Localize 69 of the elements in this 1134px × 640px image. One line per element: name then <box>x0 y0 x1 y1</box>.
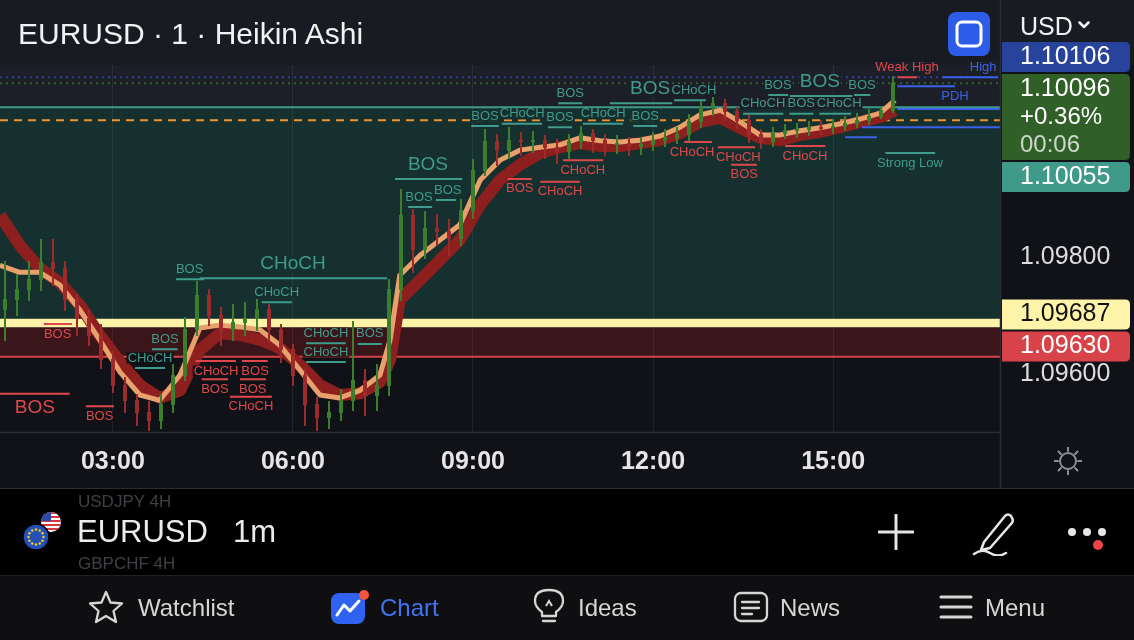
x-tick-label: 06:00 <box>260 445 325 474</box>
data-label: BOS <box>631 107 660 123</box>
data-label: Strong Low <box>877 154 944 170</box>
data-label: CHoCH <box>260 252 326 274</box>
data-label: CHoCH <box>580 105 626 121</box>
data-label: CHoCH <box>127 349 173 365</box>
data-label: BOS <box>405 188 434 204</box>
chart-title: EURUSD · 1 · Heikin Ashi <box>18 17 364 51</box>
data-label: CHoCH <box>499 105 545 121</box>
data-label: BOS <box>238 380 267 396</box>
candlestick <box>519 132 523 156</box>
data-label: CHoCH <box>560 161 606 177</box>
data-label: BOS <box>14 396 55 418</box>
data-label: BOS <box>787 95 816 111</box>
data-label: CHoCH <box>715 148 761 164</box>
ref-line-label: 1.10106 <box>1020 40 1111 69</box>
data-label: BOS <box>506 180 534 196</box>
data-label: BOS <box>471 107 500 123</box>
data-label: BOS <box>434 181 462 197</box>
data-label: CHoCH <box>254 283 300 299</box>
data-label: BOS <box>546 108 575 124</box>
data-label: BOS <box>730 166 759 182</box>
x-tick-label: 12:00 <box>621 445 686 474</box>
data-label: BOS <box>175 260 204 276</box>
data-label: BOS <box>151 330 180 346</box>
data-label: CHoCH <box>740 95 786 111</box>
data-label: CHoCH <box>303 343 349 359</box>
data-label: CHoCH <box>816 95 862 111</box>
ref-line-label: 1.10096 +0.36% 00:06 <box>1020 72 1111 157</box>
text: EURUSD <box>77 514 208 550</box>
data-label: BOS <box>630 77 671 99</box>
text: GBPCHF 4H <box>78 554 176 574</box>
data-label: BOS <box>764 76 792 92</box>
ref-line-label: 1.10055 <box>1020 160 1111 189</box>
data-label: CHoCH <box>193 362 239 378</box>
data-label: CHoCH <box>669 143 715 159</box>
ref-line-label: 1.09630 <box>1020 330 1111 359</box>
text: Chart <box>380 594 439 622</box>
data-label: CHoCH <box>537 183 583 199</box>
data-label: BOS <box>799 70 840 92</box>
text: USD <box>1020 12 1073 41</box>
text: Watchlist <box>138 594 235 622</box>
candlestick <box>531 131 535 153</box>
data-label: BOS <box>848 76 876 92</box>
data-label: CHoCH <box>303 324 349 340</box>
x-tick-label: 15:00 <box>801 445 866 474</box>
y-tick-label: 1.09600 <box>1020 358 1111 387</box>
ref-line-label: 1.09687 <box>1020 298 1111 327</box>
data-label: BOS <box>241 362 270 378</box>
data-label: CHoCH <box>671 81 717 97</box>
text: 1m <box>233 514 277 550</box>
text: News <box>780 594 841 622</box>
data-label: BOS <box>201 380 229 396</box>
data-label: BOS <box>356 325 384 341</box>
text: Ideas <box>578 594 637 622</box>
text: USDJPY 4H <box>78 492 172 512</box>
data-label: PDH <box>941 87 969 103</box>
data-label: BOS <box>43 325 72 341</box>
x-tick-label: 09:00 <box>441 445 505 474</box>
data-label: BOS <box>407 153 449 175</box>
data-label: CHoCH <box>228 398 274 414</box>
text: Menu <box>985 594 1046 622</box>
data-label: High <box>969 58 997 74</box>
x-tick-label: 03:00 <box>80 445 145 474</box>
y-tick-label: 1.09800 <box>1020 240 1111 269</box>
data-label: Weak High <box>875 58 939 74</box>
data-label: CHoCH <box>782 147 828 163</box>
data-label: BOS <box>85 407 114 423</box>
data-label: BOS <box>556 84 585 100</box>
